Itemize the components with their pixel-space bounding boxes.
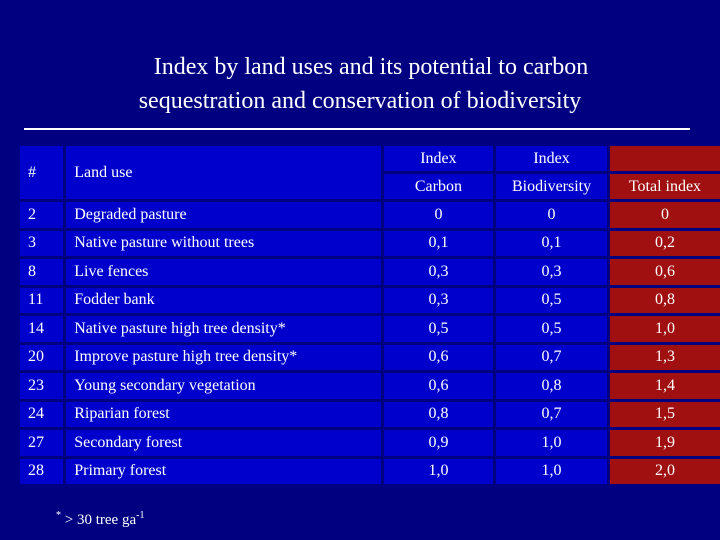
- row-land-use: Improve pasture high tree density*: [66, 344, 384, 373]
- row-biodiversity-index: 0: [496, 202, 610, 231]
- row-biodiversity-index: 1,0: [496, 430, 610, 459]
- row-total-index: 1,5: [609, 401, 720, 430]
- row-biodiversity-index: 0,7: [496, 401, 610, 430]
- row-carbon-index: 0,8: [383, 401, 497, 430]
- table-row: 8 Live fences 0,3 0,3 0,6: [20, 259, 720, 288]
- row-total-index: 1,3: [609, 344, 720, 373]
- table-row: 3 Native pasture without trees 0,1 0,1 0,2: [20, 230, 720, 259]
- header-num: #: [20, 146, 67, 202]
- row-carbon-index: 0,3: [383, 287, 497, 316]
- row-carbon-index: 1,0: [383, 458, 497, 487]
- row-land-use: Native pasture without trees: [66, 230, 384, 259]
- header-carbon-bottom: Carbon: [383, 174, 497, 202]
- table-row: 23 Young secondary vegetation 0,6 0,8 1,4: [20, 373, 720, 402]
- row-num: 2: [20, 202, 67, 231]
- row-num: 14: [20, 316, 67, 345]
- table-row: 28 Primary forest 1,0 1,0 2,0: [20, 458, 720, 487]
- row-total-index: 1,9: [609, 430, 720, 459]
- table-row: 24 Riparian forest 0,8 0,7 1,5: [20, 401, 720, 430]
- table-row: 27 Secondary forest 0,9 1,0 1,9: [20, 430, 720, 459]
- header-total-blank: [609, 146, 720, 174]
- table-row: 2 Degraded pasture 0 0 0: [20, 202, 720, 231]
- row-land-use: Degraded pasture: [66, 202, 384, 231]
- row-carbon-index: 0,3: [383, 259, 497, 288]
- row-num: 28: [20, 458, 67, 487]
- row-num: 23: [20, 373, 67, 402]
- slide-title: Index by land uses and its potential to …: [0, 50, 720, 118]
- row-num: 27: [20, 430, 67, 459]
- footnote-text: > 30 tree ga: [61, 512, 137, 528]
- row-land-use: Live fences: [66, 259, 384, 288]
- row-carbon-index: 0,6: [383, 373, 497, 402]
- row-biodiversity-index: 1,0: [496, 458, 610, 487]
- title-line-1: Index by land uses and its potential to …: [153, 54, 589, 80]
- header-bio-bottom: Biodiversity: [496, 174, 610, 202]
- row-total-index: 0: [609, 202, 720, 231]
- row-biodiversity-index: 0,7: [496, 344, 610, 373]
- row-land-use: Primary forest: [66, 458, 384, 487]
- land-use-index-table: # Land use Index Index Carbon Biodiversi…: [20, 146, 720, 487]
- row-carbon-index: 0,1: [383, 230, 497, 259]
- row-biodiversity-index: 0,5: [496, 316, 610, 345]
- row-carbon-index: 0,6: [383, 344, 497, 373]
- row-carbon-index: 0,5: [383, 316, 497, 345]
- row-biodiversity-index: 0,5: [496, 287, 610, 316]
- header-bio-top: Index: [496, 146, 610, 174]
- table-row: 11 Fodder bank 0,3 0,5 0,8: [20, 287, 720, 316]
- row-biodiversity-index: 0,8: [496, 373, 610, 402]
- row-biodiversity-index: 0,1: [496, 230, 610, 259]
- footnote-star: *: [56, 510, 61, 521]
- row-total-index: 0,8: [609, 287, 720, 316]
- row-num: 3: [20, 230, 67, 259]
- row-land-use: Riparian forest: [66, 401, 384, 430]
- row-land-use: Secondary forest: [66, 430, 384, 459]
- row-total-index: 0,6: [609, 259, 720, 288]
- row-total-index: 2,0: [609, 458, 720, 487]
- row-biodiversity-index: 0,3: [496, 259, 610, 288]
- row-total-index: 1,4: [609, 373, 720, 402]
- header-row-2: Carbon Biodiversity Total index: [20, 174, 720, 202]
- title-divider: [24, 128, 690, 130]
- row-carbon-index: 0: [383, 202, 497, 231]
- row-num: 20: [20, 344, 67, 373]
- header-carbon-top: Index: [383, 146, 497, 174]
- footnote: * > 30 tree ga-1: [56, 510, 144, 529]
- row-land-use: Native pasture high tree density*: [66, 316, 384, 345]
- row-num: 24: [20, 401, 67, 430]
- table-row: 14 Native pasture high tree density* 0,5 0,…: [20, 316, 720, 345]
- header-row-1: # Land use Index Index: [20, 146, 720, 202]
- footnote-exponent: -1: [136, 510, 145, 521]
- header-total: Total index: [609, 174, 720, 202]
- title-line-2: sequestration and conservation of biodiv…: [138, 88, 582, 114]
- row-total-index: 0,2: [609, 230, 720, 259]
- table-row: 20 Improve pasture high tree density* 0,6 0…: [20, 344, 720, 373]
- row-land-use: Fodder bank: [66, 287, 384, 316]
- row-num: 8: [20, 259, 67, 288]
- row-land-use: Young secondary vegetation: [66, 373, 384, 402]
- header-land-use: Land use: [66, 146, 384, 202]
- row-total-index: 1,0: [609, 316, 720, 345]
- row-carbon-index: 0,9: [383, 430, 497, 459]
- row-num: 11: [20, 287, 67, 316]
